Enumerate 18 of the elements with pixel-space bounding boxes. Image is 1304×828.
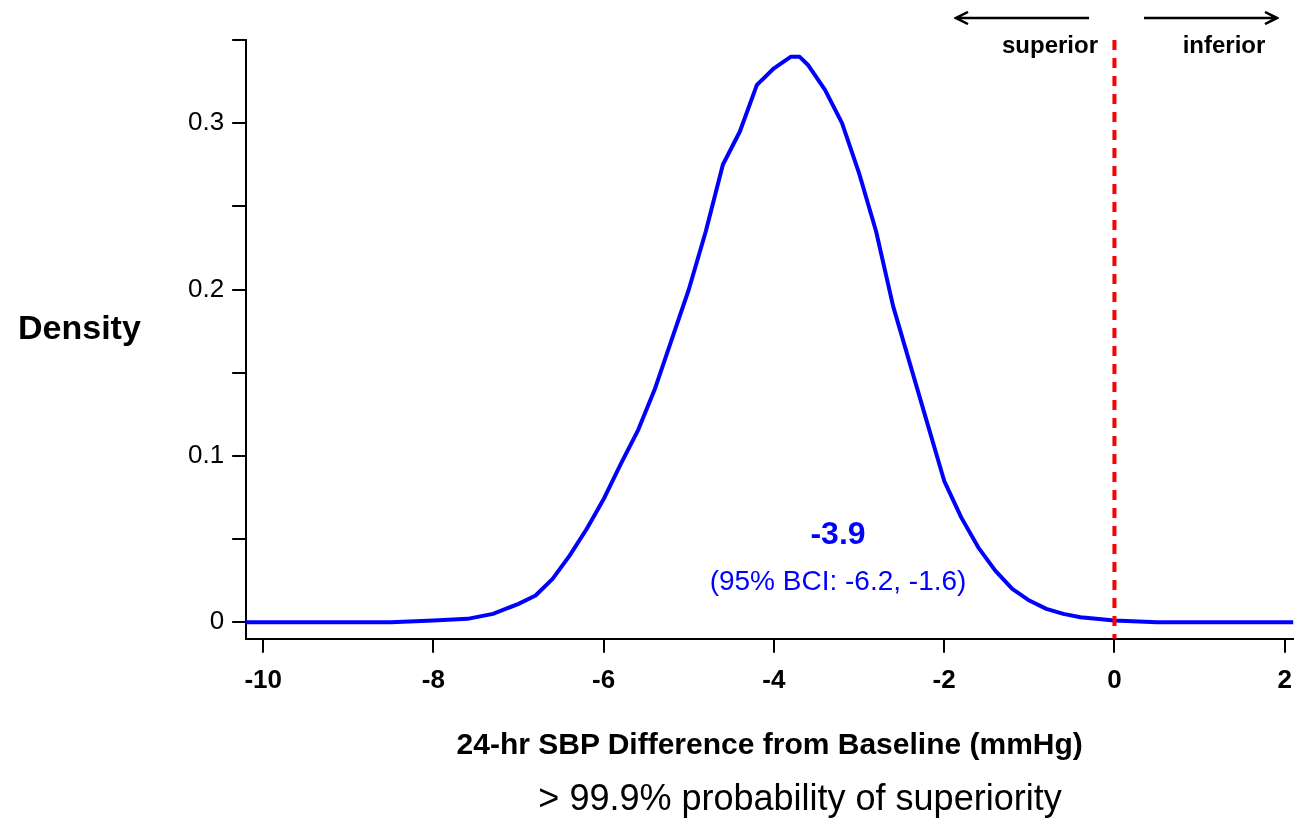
x-tick-label: -6 — [592, 663, 616, 694]
y-tick-label: 0.2 — [187, 272, 225, 303]
text: > 99.9% probability of superiority — [538, 776, 1062, 818]
x-tick-label: 2 — [1277, 663, 1292, 694]
x-tick-label: -4 — [762, 663, 787, 694]
annotation: inferior — [1182, 30, 1266, 58]
x-axis-title: 24-hr SBP Difference from Baseline (mmHg) — [456, 727, 1083, 761]
y-tick-label: 0.3 — [187, 106, 225, 137]
y-tick-label: 0 — [209, 605, 225, 636]
x-tick-label: -2 — [932, 663, 956, 694]
x-tick-label: -10 — [244, 663, 282, 694]
x-tick-label: 0 — [1107, 663, 1122, 694]
annotation: superior — [1001, 30, 1099, 58]
y-tick-label: 0.1 — [187, 439, 225, 470]
y-axis-title: Density — [18, 307, 141, 346]
annotation: -3.9 — [810, 514, 866, 551]
x-tick-label: -8 — [421, 663, 445, 694]
annotation: (95% BCI: -6.2, -1.6) — [709, 564, 967, 596]
